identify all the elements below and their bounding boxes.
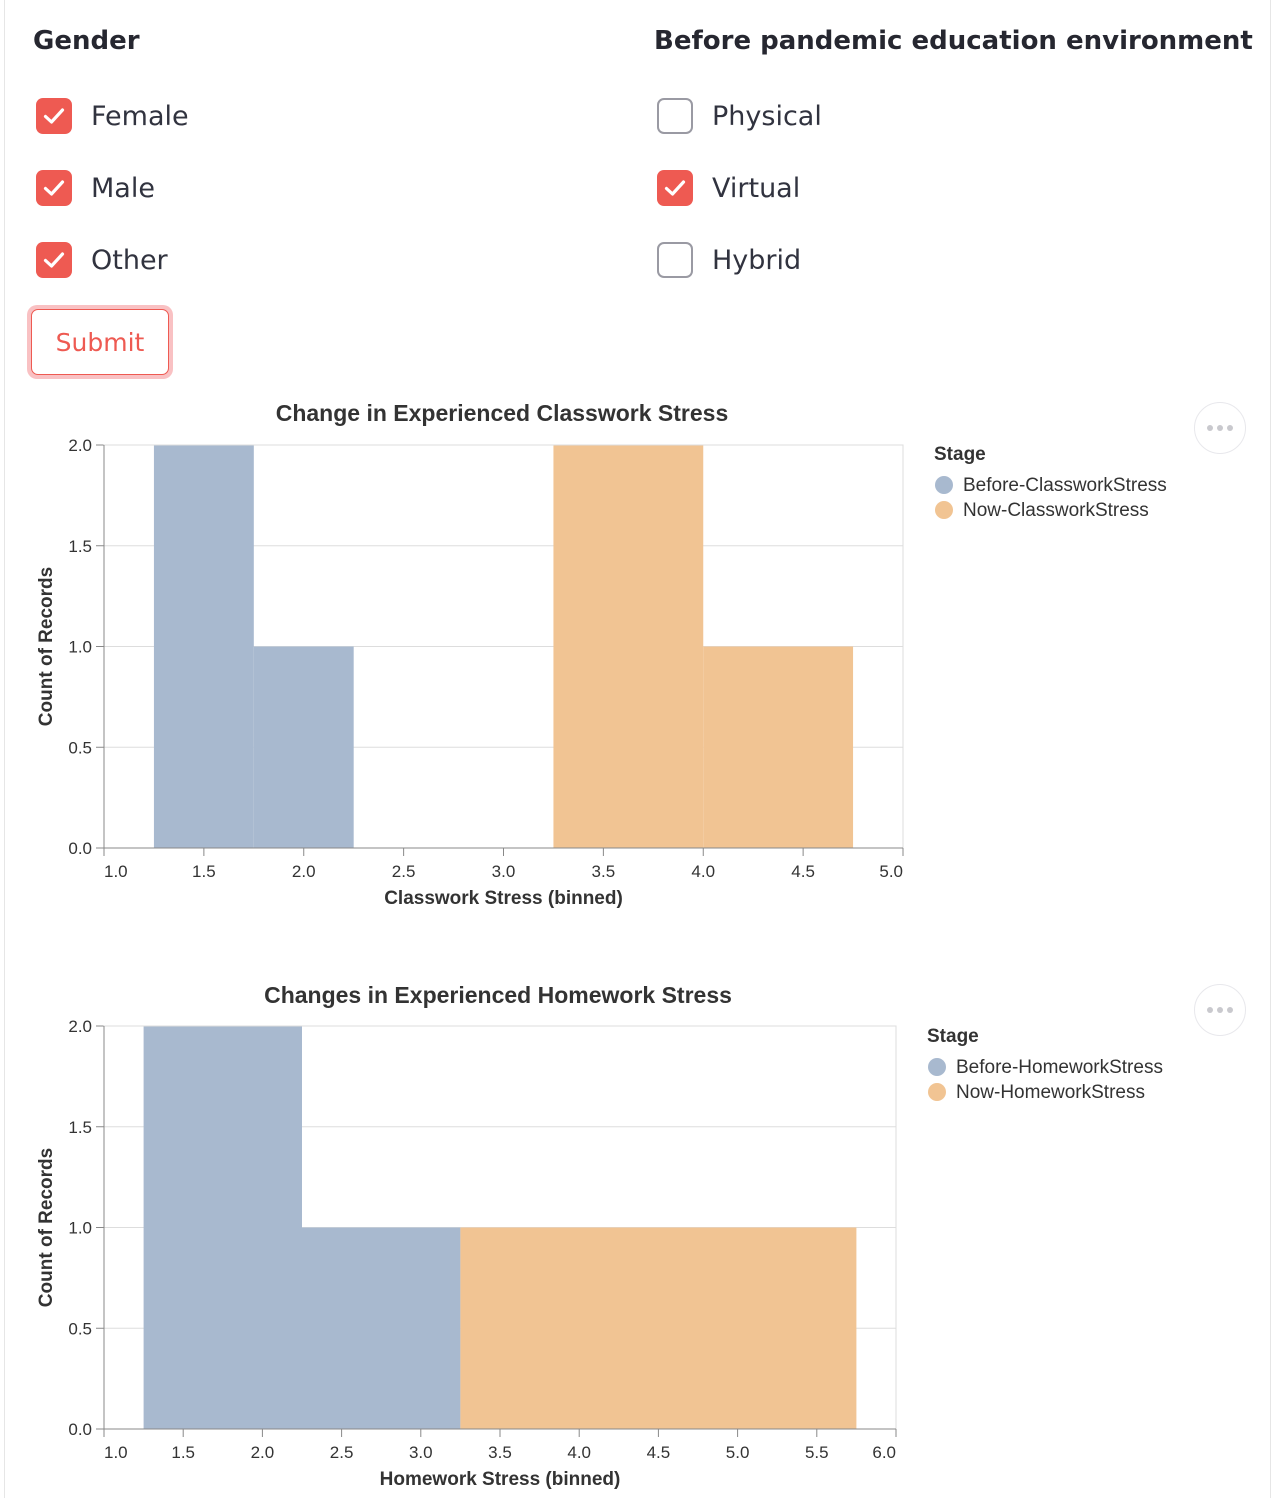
x-tick-label: 1.0 — [104, 862, 128, 881]
legend-title: Stage — [934, 444, 986, 465]
checkbox-physical-box[interactable] — [657, 98, 693, 134]
more-dots-icon — [1207, 1007, 1213, 1013]
checkbox-hybrid-box[interactable] — [657, 242, 693, 278]
checkbox-hybrid[interactable]: Hybrid — [657, 240, 801, 280]
histogram-bar-now — [460, 1227, 857, 1429]
legend-swatch-now — [935, 501, 953, 519]
more-dots-icon — [1207, 425, 1213, 431]
x-tick-label: 1.5 — [192, 862, 216, 881]
x-tick-label: 5.0 — [726, 1443, 750, 1462]
x-tick-label: 4.0 — [567, 1443, 591, 1462]
legend-swatch-before — [935, 476, 953, 494]
submit-button[interactable]: Submit — [31, 309, 169, 375]
chart-classwork-more-button[interactable] — [1194, 402, 1246, 454]
checkbox-other-label: Other — [91, 244, 168, 276]
checkbox-male-box[interactable] — [36, 170, 72, 206]
legend-swatch-now — [928, 1083, 946, 1101]
y-tick-label: 1.0 — [68, 1219, 92, 1238]
legend-label-before: Before-ClassworkStress — [963, 475, 1167, 496]
checkmark-icon — [664, 180, 686, 196]
x-tick-label: 4.0 — [691, 862, 715, 881]
classwork-stress-chart: Change in Experienced Classwork Stress 0.… — [36, 400, 1167, 909]
checkbox-female-label: Female — [91, 100, 189, 132]
checkmark-icon — [43, 252, 65, 268]
checkbox-female[interactable]: Female — [36, 96, 189, 136]
checkbox-virtual[interactable]: Virtual — [657, 168, 800, 208]
checkbox-physical[interactable]: Physical — [657, 96, 822, 136]
y-tick-label: 1.0 — [68, 638, 92, 657]
checkbox-other[interactable]: Other — [36, 240, 168, 280]
y-tick-label: 0.0 — [68, 1420, 92, 1439]
checkmark-icon — [43, 108, 65, 124]
checkbox-female-box[interactable] — [36, 98, 72, 134]
x-tick-label: 2.0 — [251, 1443, 275, 1462]
y-tick-label: 0.5 — [68, 738, 92, 757]
homework-stress-chart: Changes in Experienced Homework Stress 0.… — [36, 982, 1163, 1490]
x-tick-label: 3.5 — [488, 1443, 512, 1462]
y-tick-label: 0.0 — [68, 839, 92, 858]
legend-label-now: Now-ClassworkStress — [963, 500, 1149, 521]
checkbox-virtual-label: Virtual — [712, 172, 801, 204]
x-tick-label: 2.5 — [392, 862, 416, 881]
x-tick-label: 4.5 — [791, 862, 815, 881]
environment-group-title: Before pandemic education environment — [654, 26, 1253, 56]
x-axis-label: Homework Stress (binned) — [380, 1469, 621, 1490]
gender-group-title: Gender — [33, 26, 140, 56]
checkbox-other-box[interactable] — [36, 242, 72, 278]
legend-title: Stage — [927, 1026, 979, 1047]
chart-homework-more-button[interactable] — [1194, 984, 1246, 1036]
x-tick-label: 5.5 — [805, 1443, 829, 1462]
x-tick-label: 2.5 — [330, 1443, 354, 1462]
x-tick-label: 6.0 — [872, 1443, 896, 1462]
legend-label-before: Before-HomeworkStress — [956, 1057, 1163, 1078]
x-tick-label: 1.0 — [104, 1443, 128, 1462]
checkbox-physical-label: Physical — [712, 100, 822, 132]
histogram-bar-now — [703, 646, 854, 848]
chart-title: Changes in Experienced Homework Stress — [264, 982, 732, 1008]
histogram-bar-before — [253, 646, 354, 848]
histogram-bar-before — [143, 1026, 302, 1429]
x-tick-label: 3.0 — [492, 862, 516, 881]
chart-title: Change in Experienced Classwork Stress — [276, 400, 729, 426]
legend-label-now: Now-HomeworkStress — [956, 1082, 1145, 1103]
y-tick-label: 0.5 — [68, 1319, 92, 1338]
checkbox-male[interactable]: Male — [36, 168, 155, 208]
histogram-bar-before — [153, 445, 254, 848]
histogram-bar-now — [553, 445, 704, 848]
checkbox-virtual-box[interactable] — [657, 170, 693, 206]
right-border — [1270, 0, 1271, 1498]
checkmark-icon — [43, 180, 65, 196]
y-tick-label: 1.5 — [68, 537, 92, 556]
y-axis-label: Count of Records — [36, 1148, 57, 1307]
x-tick-label: 2.0 — [292, 862, 316, 881]
y-tick-label: 2.0 — [68, 436, 92, 455]
submit-focus-ring: Submit — [27, 305, 173, 379]
y-axis-label: Count of Records — [36, 567, 57, 726]
left-border — [4, 0, 5, 1498]
y-tick-label: 1.5 — [68, 1118, 92, 1137]
x-tick-label: 3.5 — [592, 862, 616, 881]
legend-swatch-before — [928, 1058, 946, 1076]
checkbox-hybrid-label: Hybrid — [712, 244, 802, 276]
x-tick-label: 4.5 — [647, 1443, 671, 1462]
x-axis-label: Classwork Stress (binned) — [384, 888, 623, 909]
histogram-bar-before — [302, 1227, 461, 1429]
x-tick-label: 5.0 — [879, 862, 903, 881]
x-tick-label: 1.5 — [171, 1443, 195, 1462]
checkbox-male-label: Male — [91, 172, 155, 204]
x-tick-label: 3.0 — [409, 1443, 433, 1462]
y-tick-label: 2.0 — [68, 1017, 92, 1036]
